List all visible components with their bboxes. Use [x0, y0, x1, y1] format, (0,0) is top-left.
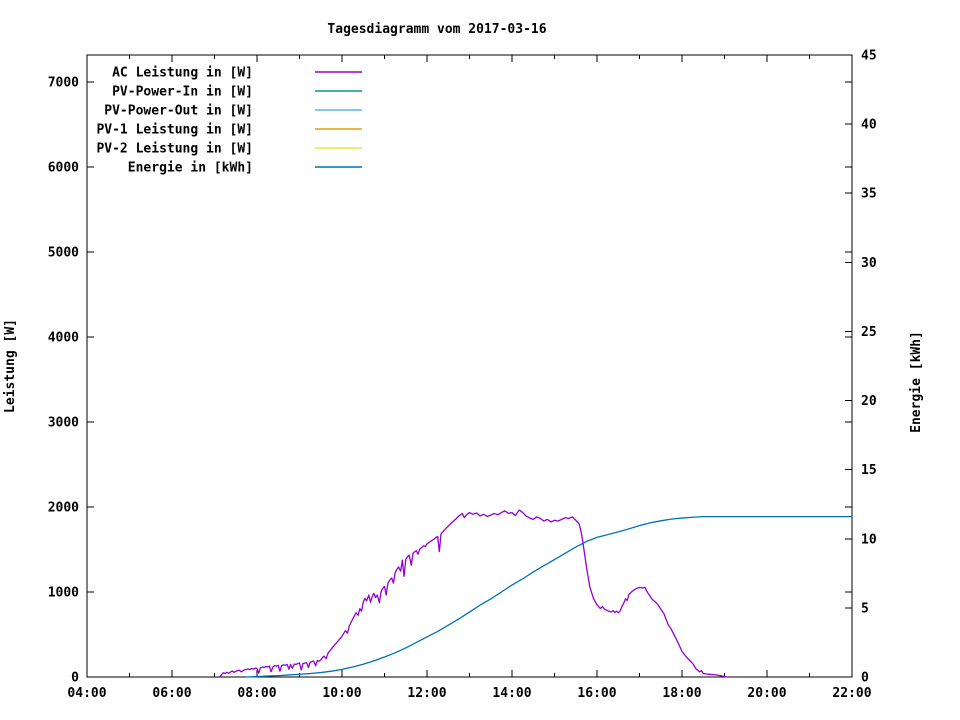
- x-tick-label: 16:00: [577, 686, 616, 701]
- legend-label: PV-2 Leistung in [W]: [96, 142, 253, 157]
- y2-tick-label: 25: [861, 325, 877, 340]
- legend-label: Energie in [kWh]: [128, 161, 253, 176]
- y2-tick-label: 5: [861, 601, 869, 616]
- legend-label: PV-Power-In in [W]: [112, 85, 253, 100]
- legend-label: PV-Power-Out in [W]: [104, 104, 253, 119]
- y-tick-label: 2000: [48, 501, 79, 516]
- y-tick-label: 6000: [48, 161, 79, 176]
- x-tick-label: 06:00: [152, 686, 191, 701]
- legend-label: PV-1 Leistung in [W]: [96, 123, 253, 138]
- y2-tick-label: 0: [861, 671, 869, 686]
- y2-tick-label: 10: [861, 532, 877, 547]
- x-tick-label: 20:00: [747, 686, 786, 701]
- y2-tick-label: 20: [861, 394, 877, 409]
- x-tick-label: 14:00: [492, 686, 531, 701]
- y2-axis-label: Energie [kWh]: [909, 331, 924, 433]
- x-tick-label: 08:00: [237, 686, 276, 701]
- y2-tick-label: 35: [861, 187, 877, 202]
- axes: 04:00 06:00 08:00 10:00 12:00 14:00 16:00 18:00…: [48, 49, 877, 702]
- y2-tick-label: 15: [861, 463, 877, 478]
- x-tick-label: 18:00: [662, 686, 701, 701]
- y-tick-label: 4000: [48, 331, 79, 346]
- chart-title: Tagesdiagramm vom 2017-03-16: [327, 22, 546, 37]
- x-tick-label: 04:00: [67, 686, 106, 701]
- y-tick-label: 5000: [48, 246, 79, 261]
- y-tick-label: 7000: [48, 76, 79, 91]
- x-tick-label: 10:00: [322, 686, 361, 701]
- y2-tick-label: 40: [861, 118, 877, 133]
- y2-tick-label: 30: [861, 256, 877, 271]
- series-line-y2: [245, 516, 853, 678]
- plot-area: [219, 509, 853, 678]
- y-tick-label: 0: [71, 671, 79, 686]
- x-tick-label: 22:00: [832, 686, 871, 701]
- y-axis-label: Leistung [W]: [3, 319, 18, 413]
- series-line-y: [219, 509, 729, 678]
- y-tick-label: 3000: [48, 416, 79, 431]
- legend-label: AC Leistung in [W]: [112, 66, 253, 81]
- y2-tick-label: 45: [861, 49, 877, 64]
- x-tick-label: 12:00: [407, 686, 446, 701]
- y-tick-label: 1000: [48, 586, 79, 601]
- legend: AC Leistung in [W] PV-Power-In in [W] PV-P…: [96, 66, 362, 176]
